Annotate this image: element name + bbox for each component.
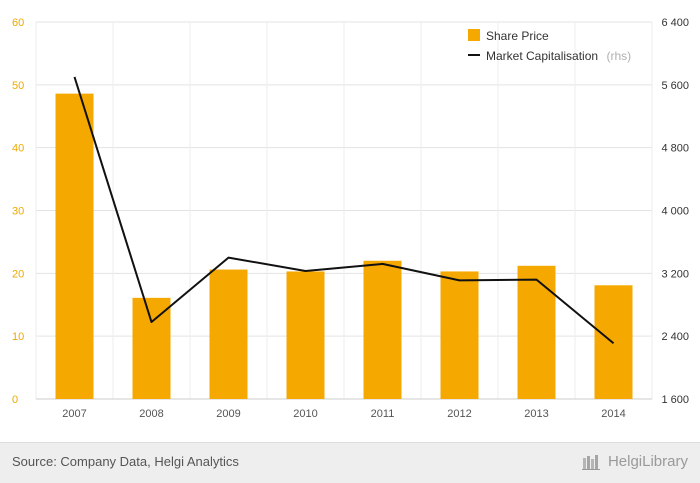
left-tick-label: 10 bbox=[12, 331, 24, 343]
line-market-capitalisation bbox=[73, 76, 615, 345]
helgi-logo-icon bbox=[581, 454, 600, 470]
right-tick-label: 1 600 bbox=[661, 394, 689, 406]
bar bbox=[440, 271, 479, 399]
legend: Share Price Market Capitalisation (rhs) bbox=[468, 29, 631, 64]
right-tick-label: 4 000 bbox=[661, 206, 689, 218]
legend-swatch-share-price bbox=[468, 29, 480, 41]
legend-label-market-cap-name: Market Capitalisation bbox=[486, 49, 598, 63]
left-tick-label: 60 bbox=[12, 17, 24, 29]
x-axis-ticks: 2007 2008 2009 2010 2011 2012 2013 2014 bbox=[62, 408, 625, 420]
x-tick-label: 2013 bbox=[524, 408, 548, 420]
left-axis-ticks: 0 10 20 30 40 50 60 bbox=[12, 17, 24, 406]
right-tick-label: 6 400 bbox=[661, 17, 689, 29]
footer: Source: Company Data, Helgi Analytics He… bbox=[0, 442, 700, 483]
legend-label-market-cap: Market Capitalisation (rhs) bbox=[486, 47, 631, 64]
bar bbox=[209, 269, 248, 399]
left-tick-label: 30 bbox=[12, 206, 24, 218]
left-tick-label: 0 bbox=[12, 394, 18, 406]
bar bbox=[363, 260, 402, 399]
right-tick-label: 4 800 bbox=[661, 143, 689, 155]
bars-share-price bbox=[55, 93, 633, 399]
left-tick-label: 20 bbox=[12, 268, 24, 280]
gridlines bbox=[35, 21, 653, 400]
bar bbox=[286, 271, 325, 399]
bar bbox=[55, 93, 94, 399]
chart: 0 10 20 30 40 50 60 1 600 2 400 3 200 4 000 4 800 5… bbox=[12, 17, 689, 420]
x-tick-label: 2007 bbox=[62, 408, 86, 420]
bar bbox=[132, 297, 171, 399]
line-path bbox=[73, 76, 615, 345]
legend-label-market-cap-note: (rhs) bbox=[607, 49, 632, 63]
source-text: Source: Company Data, Helgi Analytics bbox=[12, 454, 239, 469]
x-tick-label: 2012 bbox=[447, 408, 471, 420]
left-tick-label: 50 bbox=[12, 80, 24, 92]
x-tick-label: 2011 bbox=[371, 408, 395, 420]
legend-label-share-price: Share Price bbox=[486, 29, 549, 43]
x-tick-label: 2008 bbox=[139, 408, 163, 420]
right-tick-label: 3 200 bbox=[661, 268, 689, 280]
x-tick-label: 2009 bbox=[216, 408, 240, 420]
right-tick-label: 2 400 bbox=[661, 331, 689, 343]
bar bbox=[517, 265, 556, 399]
left-tick-label: 40 bbox=[12, 143, 24, 155]
x-tick-label: 2010 bbox=[293, 408, 317, 420]
x-tick-label: 2014 bbox=[601, 408, 625, 420]
brand-link[interactable]: HelgiLibrary bbox=[581, 453, 688, 470]
brand-name: HelgiLibrary bbox=[607, 453, 688, 470]
right-axis-ticks: 1 600 2 400 3 200 4 000 4 800 5 600 6 400 bbox=[661, 17, 689, 406]
right-tick-label: 5 600 bbox=[661, 80, 689, 92]
